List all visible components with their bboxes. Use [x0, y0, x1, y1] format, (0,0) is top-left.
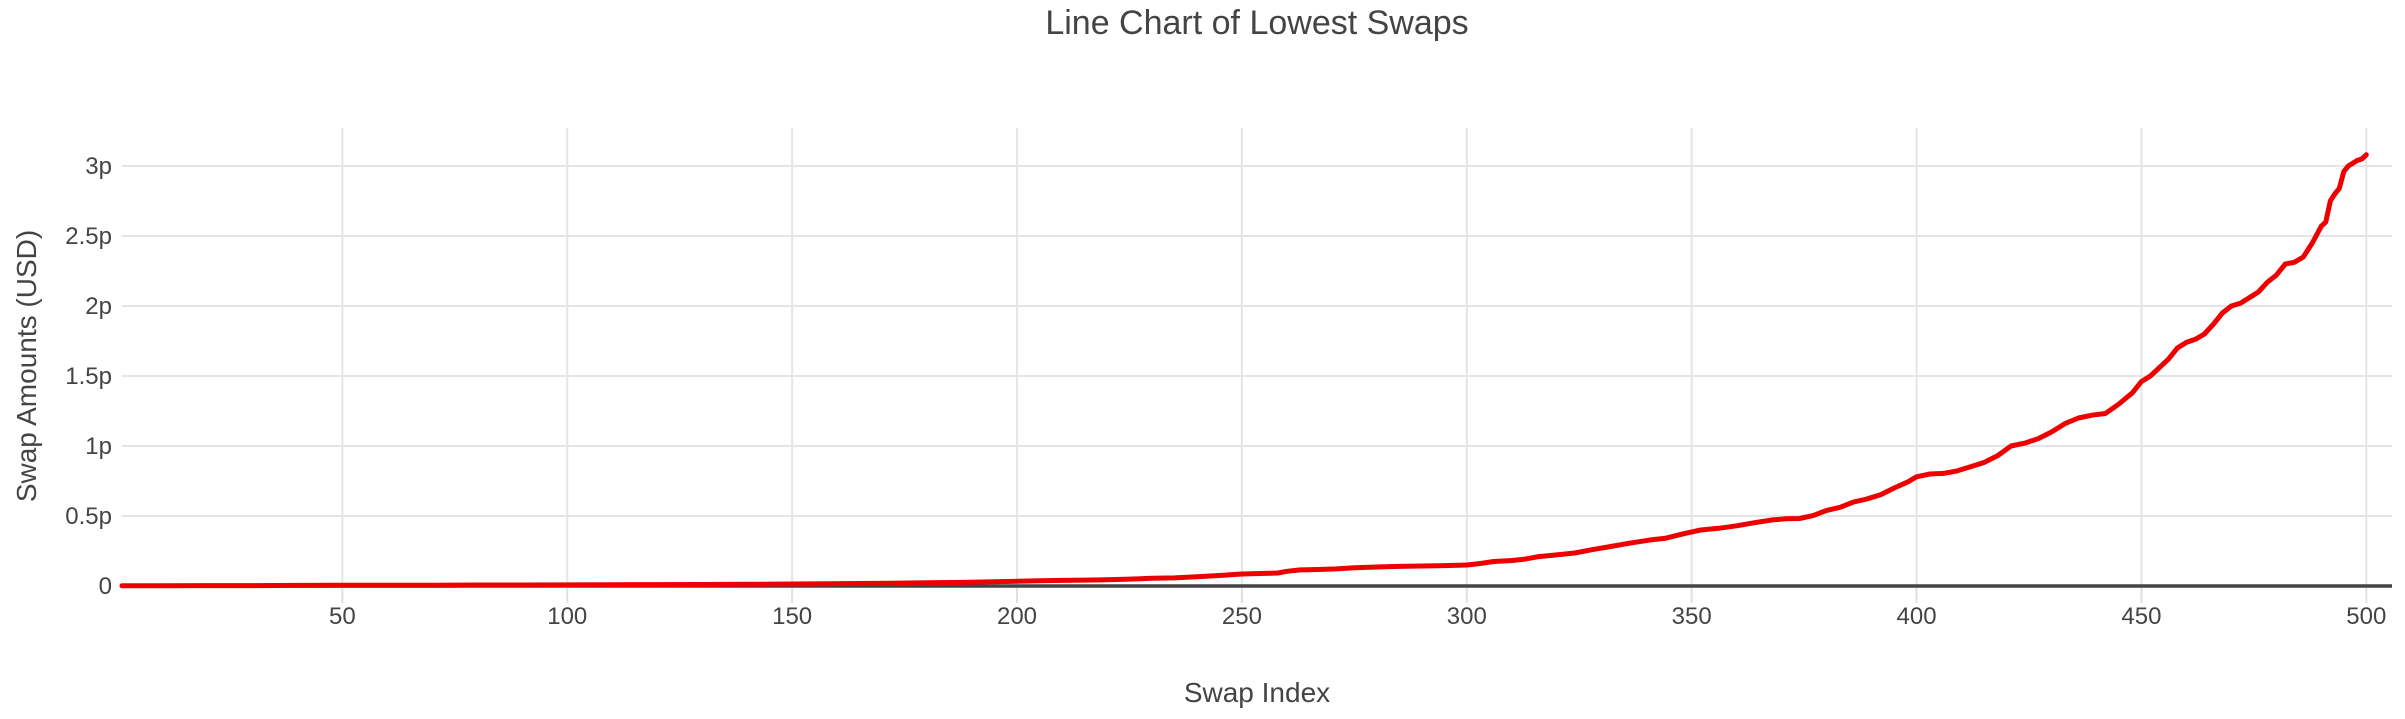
- x-tick-label: 500: [2346, 603, 2386, 630]
- x-axis-title: Swap Index: [1184, 677, 1330, 708]
- grid-layer: [122, 128, 2392, 603]
- y-axis-title: Swap Amounts (USD): [11, 230, 42, 502]
- x-tick-label: 50: [329, 603, 356, 630]
- y-tick-label: 0: [99, 573, 112, 600]
- y-tick-label: 1p: [85, 433, 112, 460]
- y-tick-label: 1.5p: [65, 363, 112, 390]
- y-tick-label: 3p: [85, 153, 112, 180]
- x-tick-label: 150: [772, 603, 812, 630]
- x-tick-label: 250: [1222, 603, 1262, 630]
- chart-title: Line Chart of Lowest Swaps: [1045, 4, 1468, 42]
- y-tick-label: 0.5p: [65, 503, 112, 530]
- x-tick-label: 300: [1447, 603, 1487, 630]
- x-tick-label: 200: [997, 603, 1037, 630]
- tick-label-layer: 0 0.5p 1p 1.5p 2p 2.5p 3p 50 100 150 200 250 300 350 4…: [65, 153, 2386, 630]
- y-tick-label: 2p: [85, 293, 112, 320]
- x-tick-label: 350: [1672, 603, 1712, 630]
- swaps-line-series: [119, 152, 2369, 589]
- y-tick-label: 2.5p: [65, 223, 112, 250]
- x-tick-label: 400: [1897, 603, 1937, 630]
- x-tick-label: 450: [2121, 603, 2161, 630]
- x-tick-label: 100: [547, 603, 587, 630]
